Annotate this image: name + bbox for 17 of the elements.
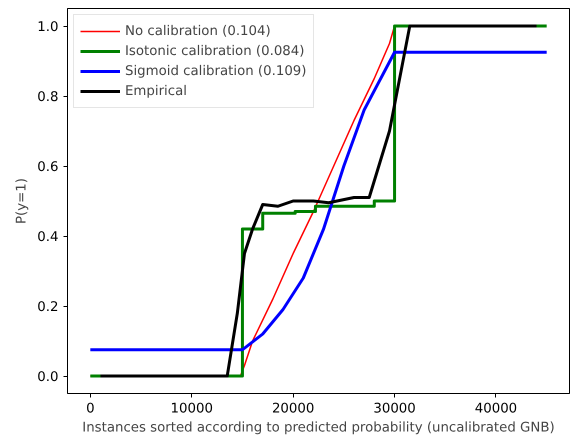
legend-label: Empirical bbox=[125, 83, 187, 99]
y-tick-label: 0.2 bbox=[37, 300, 59, 315]
y-tick-label: 0.4 bbox=[37, 230, 59, 245]
x-tick-label: 0 bbox=[86, 402, 95, 416]
legend-label: Isotonic calibration (0.084) bbox=[125, 43, 304, 59]
x-tick-label: 20000 bbox=[272, 402, 314, 416]
x-tick-label: 40000 bbox=[474, 402, 518, 416]
x-tick-label: 10000 bbox=[170, 402, 213, 416]
legend-label: Sigmoid calibration (0.109) bbox=[125, 63, 306, 79]
legend-label: No calibration (0.104) bbox=[125, 23, 271, 39]
x-tick-label: 30000 bbox=[373, 402, 416, 416]
y-tick-label: 0.8 bbox=[37, 90, 59, 105]
y-tick-label: 0.6 bbox=[37, 160, 59, 175]
x-axis-title: Instances sorted according to predicted probability (uncalibrated GNB) bbox=[82, 420, 555, 436]
y-tick-label: 1.0 bbox=[37, 20, 59, 35]
y-tick-label: 0.0 bbox=[37, 370, 59, 385]
y-axis-title: P(y=1) bbox=[14, 178, 30, 224]
